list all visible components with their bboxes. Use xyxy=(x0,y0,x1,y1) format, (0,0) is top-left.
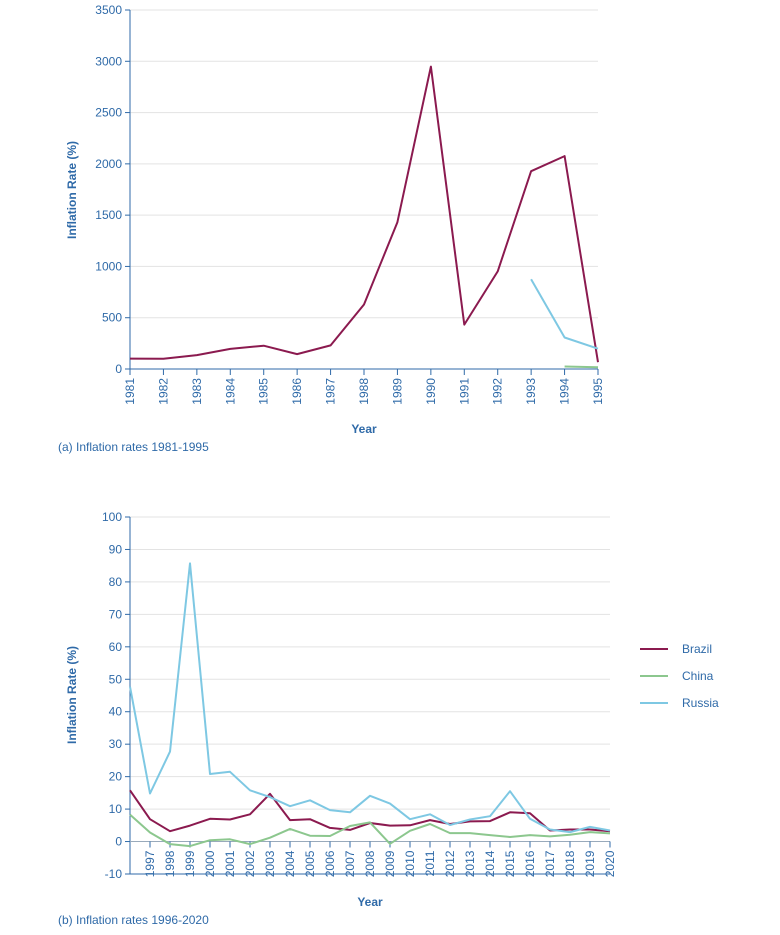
x-tick-label: 2009 xyxy=(383,850,397,877)
y-tick-label: 90 xyxy=(109,542,123,556)
x-tick-label: 1997 xyxy=(143,850,157,877)
x-tick-label: 2008 xyxy=(363,850,377,877)
x-tick-label: 2020 xyxy=(603,850,617,877)
x-tick-label: 1994 xyxy=(558,378,572,405)
chart-caption: (a) Inflation rates 1981-1995 xyxy=(58,440,209,454)
legend-label-brazil: Brazil xyxy=(682,642,712,656)
y-tick-label: -10 xyxy=(105,867,123,881)
series-line-russia xyxy=(530,278,599,350)
x-tick-label: 1995 xyxy=(591,378,605,405)
chart-a: 0 500 1000 1500 2000 2500 3000 3500 1981 1982 1983… xyxy=(58,3,605,454)
x-tick-label: 2004 xyxy=(283,850,297,877)
y-tick-label: 100 xyxy=(102,510,122,524)
x-tick-label: 1992 xyxy=(491,378,505,405)
x-tick-label: 2013 xyxy=(463,850,477,877)
legend: Brazil China Russia xyxy=(640,642,719,710)
y-tick-label: 1500 xyxy=(95,208,122,222)
x-tick-label: 1985 xyxy=(257,378,271,405)
y-tick-label: 50 xyxy=(109,672,123,686)
chart-b: -10 0 10 20 30 40 50 60 70 80 90 100 1997 1998 1999 200… xyxy=(58,510,719,927)
series-line-china xyxy=(564,365,599,369)
x-tick-label: 1998 xyxy=(163,850,177,877)
legend-label-russia: Russia xyxy=(682,696,719,710)
x-tick-label: 1990 xyxy=(424,378,438,405)
x-axis-label: Year xyxy=(357,895,383,909)
y-tick-label: 1000 xyxy=(95,259,122,273)
x-tick-label: 2006 xyxy=(323,850,337,877)
y-tick-label: 40 xyxy=(109,705,123,719)
x-tick-label: 1982 xyxy=(156,378,170,405)
x-tick-label: 2001 xyxy=(223,850,237,877)
x-tick-label: 2005 xyxy=(303,850,317,877)
x-tick-label: 2015 xyxy=(503,850,517,877)
x-tick-label: 1991 xyxy=(457,378,471,405)
y-axis-label: Inflation Rate (%) xyxy=(65,141,79,239)
x-tick-label: 2016 xyxy=(523,850,537,877)
x-axis-label: Year xyxy=(351,422,377,436)
x-tick-label: 2017 xyxy=(543,850,557,877)
x-tick-label: 2007 xyxy=(343,850,357,877)
y-tick-label: 2000 xyxy=(95,157,122,171)
y-tick-label: 60 xyxy=(109,640,123,654)
x-tick-label: 2010 xyxy=(403,850,417,877)
x-tick-label: 1993 xyxy=(524,378,538,405)
x-tick-label: 2012 xyxy=(443,850,457,877)
x-tick-label: 2002 xyxy=(243,850,257,877)
y-tick-label: 2500 xyxy=(95,106,122,120)
chart-caption: (b) Inflation rates 1996-2020 xyxy=(58,913,209,927)
y-tick-label: 500 xyxy=(102,311,122,325)
y-tick-label: 0 xyxy=(115,835,122,849)
x-tick-label: 2011 xyxy=(423,850,437,876)
y-tick-label: 3000 xyxy=(95,54,122,68)
x-tick-label: 2000 xyxy=(203,850,217,877)
x-tick-label: 1981 xyxy=(123,378,137,405)
x-tick-label: 2019 xyxy=(583,850,597,877)
series-line-china xyxy=(129,813,611,848)
y-tick-label: 10 xyxy=(109,802,123,816)
y-tick-label: 20 xyxy=(109,770,123,784)
x-tick-label: 2014 xyxy=(483,850,497,877)
legend-label-china: China xyxy=(682,669,714,683)
x-tick-label: 1983 xyxy=(190,378,204,405)
series-line-brazil xyxy=(129,65,599,363)
x-tick-label: 1987 xyxy=(324,378,338,405)
series-line-russia xyxy=(129,562,611,834)
y-tick-label: 70 xyxy=(109,607,123,621)
x-tick-label: 1989 xyxy=(390,378,404,405)
x-tick-label: 2018 xyxy=(563,850,577,877)
x-tick-label: 1988 xyxy=(357,378,371,405)
y-axis-label: Inflation Rate (%) xyxy=(65,646,79,744)
y-tick-label: 30 xyxy=(109,737,123,751)
x-tick-label: 1999 xyxy=(183,850,197,877)
y-tick-label: 0 xyxy=(115,362,122,376)
y-tick-label: 3500 xyxy=(95,3,122,17)
y-tick-label: 80 xyxy=(109,575,123,589)
x-tick-label: 2003 xyxy=(263,850,277,877)
x-tick-label: 1986 xyxy=(290,378,304,405)
x-tick-label: 1984 xyxy=(223,378,237,405)
